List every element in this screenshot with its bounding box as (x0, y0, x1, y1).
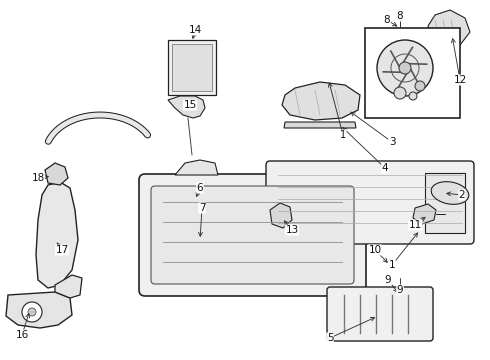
Bar (172, 44, 212, 91)
FancyBboxPatch shape (151, 186, 354, 284)
Text: 10: 10 (368, 245, 382, 255)
Polygon shape (270, 203, 292, 228)
Text: 1: 1 (389, 260, 395, 270)
Bar (425, 173, 465, 233)
Polygon shape (284, 122, 356, 128)
Text: 8: 8 (384, 15, 391, 25)
Circle shape (377, 40, 433, 96)
Polygon shape (45, 163, 68, 185)
Circle shape (415, 81, 425, 91)
Text: 14: 14 (188, 25, 201, 35)
Polygon shape (168, 96, 205, 118)
Bar (365, 28, 460, 118)
Polygon shape (282, 82, 360, 120)
Text: 11: 11 (408, 220, 421, 230)
Text: 4: 4 (382, 163, 388, 173)
Text: 1: 1 (340, 130, 346, 140)
Polygon shape (55, 275, 82, 298)
Text: 16: 16 (15, 330, 28, 340)
Polygon shape (413, 204, 436, 224)
Polygon shape (6, 292, 72, 328)
Text: 17: 17 (55, 245, 69, 255)
Polygon shape (175, 160, 218, 175)
Ellipse shape (431, 182, 469, 204)
Circle shape (394, 87, 406, 99)
Text: 15: 15 (183, 100, 196, 110)
Text: 6: 6 (196, 183, 203, 193)
Text: 9: 9 (397, 285, 403, 295)
Circle shape (22, 302, 42, 322)
Text: 3: 3 (389, 137, 395, 147)
Text: 5: 5 (327, 333, 333, 343)
Text: 13: 13 (285, 225, 298, 235)
Circle shape (399, 62, 411, 74)
Text: 12: 12 (453, 75, 466, 85)
Text: 2: 2 (459, 190, 466, 200)
Circle shape (28, 308, 36, 316)
Circle shape (409, 92, 417, 100)
FancyBboxPatch shape (327, 287, 433, 341)
FancyBboxPatch shape (139, 174, 366, 296)
Polygon shape (36, 182, 78, 288)
Polygon shape (428, 10, 470, 48)
Bar (168, 40, 216, 95)
Text: 7: 7 (198, 203, 205, 213)
Text: 18: 18 (31, 173, 45, 183)
Text: 8: 8 (397, 11, 403, 21)
Text: 9: 9 (385, 275, 392, 285)
FancyBboxPatch shape (266, 161, 474, 244)
